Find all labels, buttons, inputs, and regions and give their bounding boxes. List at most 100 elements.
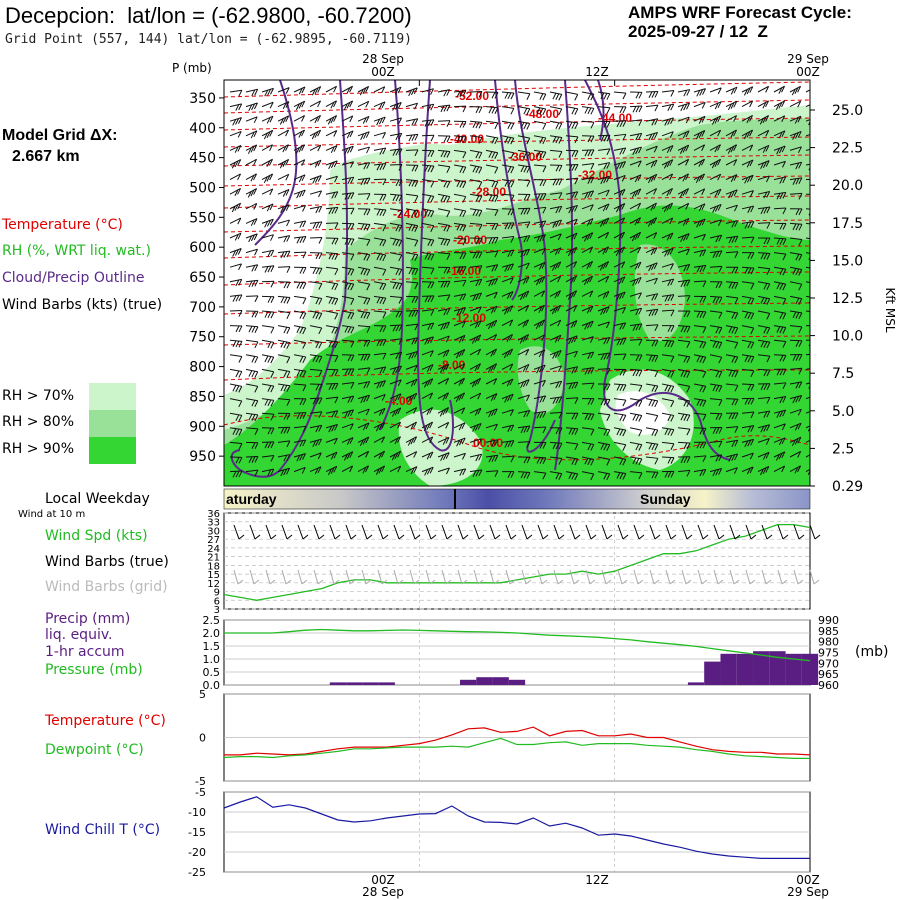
wind-barb [805, 353, 810, 356]
precip-bar [346, 682, 363, 685]
local-weekday-bar: aturday Sunday [223, 488, 811, 510]
wind-barb [517, 394, 530, 402]
wind-barb [709, 412, 723, 421]
wind-barb [549, 192, 563, 199]
wind-barb [405, 266, 419, 276]
wind-barb [437, 392, 449, 401]
wind-barb [501, 393, 514, 403]
wind-barb-grid [505, 569, 516, 585]
wind-barb [789, 208, 803, 216]
wind-barb [261, 310, 275, 319]
forecast-cycle-label: AMPS WRF Forecast Cycle: [628, 3, 852, 22]
wind-barb [245, 130, 258, 139]
wind-barb [677, 412, 691, 422]
wind-barb [357, 422, 370, 431]
wind-barb [437, 164, 451, 173]
axis-tick-label: 2.0 [203, 627, 221, 640]
wind-barb [277, 235, 291, 243]
legend-precip: Precip (mm) [45, 611, 131, 627]
wind-barb-grid [569, 569, 580, 585]
wind-barb [325, 382, 339, 390]
height-tick-label: 0.29 [832, 479, 863, 495]
rh-dry-pocket [224, 80, 810, 380]
legend-cloud-outline: Cloud/Precip Outline [2, 270, 145, 286]
wind-barb [773, 100, 786, 110]
wind-barb [325, 85, 338, 93]
wind-barb [405, 149, 419, 157]
wind-barb [613, 217, 626, 224]
isotherm-label: -40.00 [450, 132, 484, 146]
wind-barb [293, 398, 307, 406]
wind-barb [581, 456, 595, 466]
wind-barb [517, 441, 531, 448]
wind-barb [421, 281, 435, 289]
wind-barb [613, 471, 627, 480]
wind-barb [773, 451, 786, 461]
precip-bar [736, 653, 754, 685]
wind-barb [645, 202, 657, 211]
wind-barb [645, 308, 659, 317]
wind-barb [245, 310, 259, 318]
wind-barb [805, 266, 810, 269]
wind-barb [677, 144, 690, 154]
wind-barb [405, 179, 419, 187]
wind-barb [325, 115, 338, 125]
wind-barb [517, 379, 530, 389]
wind-barb [597, 321, 610, 329]
wind-barb [661, 278, 675, 286]
wind-barb [693, 88, 706, 97]
wind-barb-grid [297, 569, 308, 585]
wind-barb [485, 423, 498, 431]
wind-barb [597, 412, 611, 421]
wind-barb [805, 410, 810, 414]
wind-barb [581, 218, 594, 227]
wind-barb [661, 309, 675, 317]
wind-barb [485, 439, 499, 447]
axis-tick-label: 1.0 [203, 653, 221, 666]
wind-barbs-true-row [233, 524, 821, 540]
wind-barb [773, 207, 787, 215]
wind-barb [277, 426, 291, 434]
wind-barb [693, 354, 707, 364]
wind-barb [645, 412, 659, 422]
wind-barb [453, 363, 466, 370]
wind-barb [293, 204, 306, 212]
wind-barb [741, 397, 755, 405]
wind-barb [245, 233, 258, 243]
wind-barb [597, 203, 610, 212]
wind-barb [501, 164, 515, 174]
wind-barb [565, 120, 579, 130]
wind-barb [485, 378, 498, 385]
wind-barb [677, 279, 691, 288]
wind-barb [229, 159, 242, 169]
wind-barb [309, 452, 322, 460]
wind-barb [293, 266, 307, 274]
wind-barb [581, 320, 594, 330]
wind-barb [533, 247, 546, 255]
wind-barb [421, 208, 435, 218]
isotherm-label: -28.00 [472, 185, 506, 199]
wind-barb [709, 173, 722, 181]
wind-barb [453, 135, 467, 144]
wind-barb [693, 295, 707, 303]
wind-barb [437, 407, 450, 417]
wind-barb [325, 130, 338, 137]
wind-barb [805, 89, 810, 93]
wind-barb [229, 309, 243, 317]
pressure-tick-label: 900 [189, 419, 216, 435]
wind-barb [533, 290, 546, 297]
wind-barb-grid [585, 569, 596, 585]
wind-barb [421, 309, 435, 316]
wind-barb [613, 91, 627, 100]
wind-barb [565, 177, 579, 185]
wind-barb [725, 115, 738, 122]
wind-barb [661, 173, 674, 181]
wind-barb [309, 115, 321, 124]
wind-barb [341, 295, 355, 305]
wind-barb [645, 145, 658, 153]
wind-barb [261, 295, 275, 303]
wind-barb [725, 295, 739, 305]
wind-barb [725, 281, 739, 289]
